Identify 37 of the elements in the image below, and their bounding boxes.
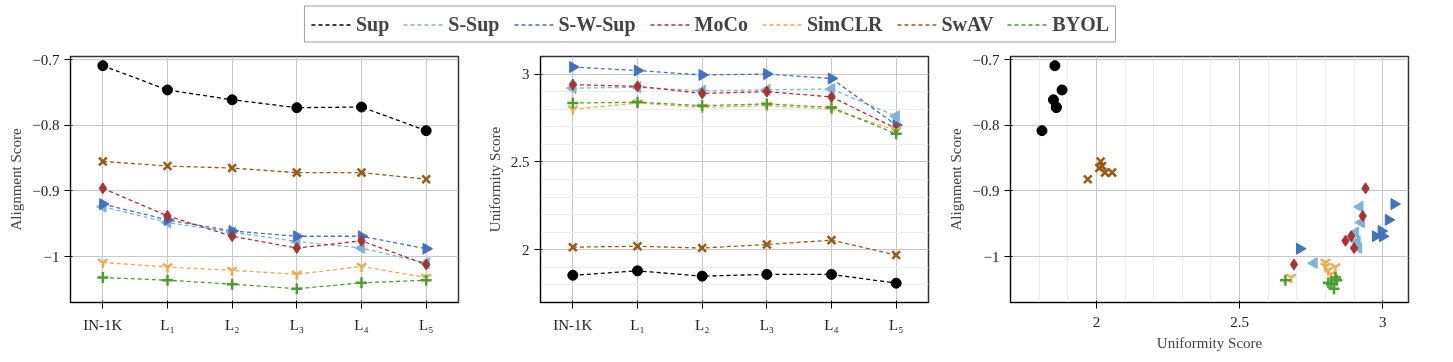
y-tick-label: 2 [522, 241, 530, 258]
x-tick-label: 3 [1378, 313, 1387, 330]
legend-label: S-Sup [448, 12, 500, 36]
x-tick-label: 2 [1092, 313, 1101, 330]
x-tick-label: L₃ [289, 316, 305, 333]
x-tick-label: L₅ [888, 316, 904, 333]
y-tick-label: −0.8 [32, 117, 60, 134]
x-tick-label: L₅ [418, 316, 434, 333]
y-tick-label: −0.7 [32, 51, 60, 68]
x-tick-label: L₃ [759, 316, 775, 333]
y-tick-label: −0.9 [32, 182, 60, 199]
x-tick-label: L₄ [354, 316, 369, 333]
y-tick-label: −0.7 [972, 51, 1000, 68]
legend-label: MoCo [694, 12, 748, 36]
y-tick-label: −0.9 [972, 182, 1000, 199]
legend-label: Sup [355, 12, 390, 36]
x-tick-label: L₁ [160, 316, 175, 333]
y-axis-title: Uniformity Score [486, 126, 503, 233]
legend-label: SwAV [941, 12, 994, 36]
y-tick-label: 2.5 [510, 153, 530, 170]
x-tick-label: L₂ [694, 316, 710, 333]
y-axis-title: Alignment Score [8, 128, 25, 231]
x-tick-label: IN-1K [83, 316, 123, 333]
y-tick-label: −1 [983, 248, 1000, 265]
x-tick-label: L₂ [224, 316, 240, 333]
x-tick-label: L₄ [824, 316, 839, 333]
x-tick-label: 2.5 [1230, 313, 1249, 330]
x-axis-title: Uniformity Score [1156, 334, 1263, 351]
y-tick-label: −1 [43, 248, 60, 265]
x-tick-label: IN-1K [553, 316, 593, 333]
x-tick-label: L₁ [630, 316, 645, 333]
y-tick-label: 3 [522, 66, 530, 83]
legend-label: BYOL [1052, 12, 1110, 36]
y-axis-title: Alignment Score [948, 128, 965, 231]
y-tick-label: −0.8 [972, 117, 1000, 134]
legend-label: S-W-Sup [558, 12, 636, 36]
legend-label: SimCLR [806, 12, 883, 36]
